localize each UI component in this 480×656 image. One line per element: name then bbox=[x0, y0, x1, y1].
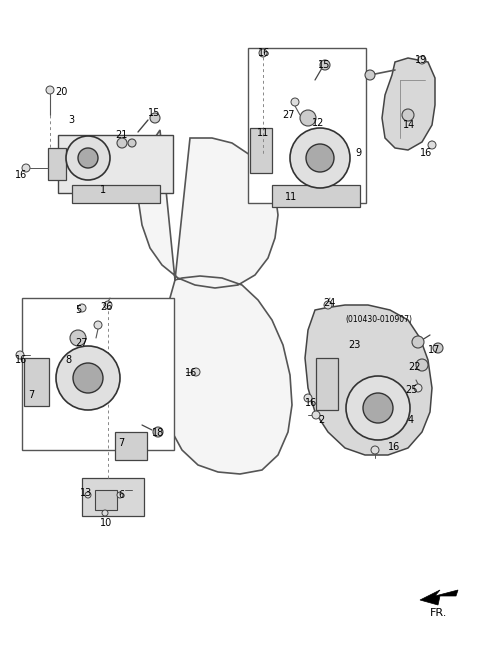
Circle shape bbox=[363, 393, 393, 423]
Text: (010430-010907): (010430-010907) bbox=[345, 315, 412, 324]
Text: 3: 3 bbox=[68, 115, 74, 125]
Text: 17: 17 bbox=[428, 345, 440, 355]
Text: 11: 11 bbox=[285, 192, 297, 202]
Text: FR.: FR. bbox=[430, 608, 447, 618]
Text: 16: 16 bbox=[388, 442, 400, 452]
Text: 13: 13 bbox=[80, 488, 92, 498]
Circle shape bbox=[22, 164, 30, 172]
Bar bbox=[82, 478, 144, 516]
Circle shape bbox=[346, 376, 410, 440]
Bar bbox=[72, 185, 160, 203]
Circle shape bbox=[78, 304, 86, 312]
Text: 16: 16 bbox=[420, 148, 432, 158]
Circle shape bbox=[73, 363, 103, 393]
Circle shape bbox=[324, 301, 332, 309]
Circle shape bbox=[412, 336, 424, 348]
Circle shape bbox=[104, 301, 112, 309]
Text: 7: 7 bbox=[28, 390, 34, 400]
Bar bbox=[316, 358, 338, 410]
Text: 16: 16 bbox=[258, 48, 270, 58]
Text: 5: 5 bbox=[75, 305, 81, 315]
Circle shape bbox=[300, 110, 316, 126]
Text: 16: 16 bbox=[185, 368, 197, 378]
Bar bbox=[95, 490, 117, 510]
Text: 27: 27 bbox=[75, 338, 87, 348]
Text: 20: 20 bbox=[55, 87, 67, 97]
Text: 18: 18 bbox=[152, 428, 164, 438]
Circle shape bbox=[85, 492, 91, 498]
Text: 25: 25 bbox=[405, 385, 418, 395]
Circle shape bbox=[306, 144, 334, 172]
Circle shape bbox=[418, 56, 426, 64]
Bar bbox=[58, 135, 173, 193]
Text: 8: 8 bbox=[65, 355, 71, 365]
Circle shape bbox=[70, 330, 86, 346]
Text: 15: 15 bbox=[148, 108, 160, 118]
Polygon shape bbox=[420, 590, 458, 605]
Bar bbox=[48, 148, 66, 180]
Text: 24: 24 bbox=[323, 298, 336, 308]
Circle shape bbox=[259, 49, 267, 57]
Text: 10: 10 bbox=[100, 518, 112, 528]
Text: 27: 27 bbox=[282, 110, 295, 120]
Bar bbox=[250, 128, 272, 173]
Polygon shape bbox=[305, 305, 432, 455]
Circle shape bbox=[320, 60, 330, 70]
Circle shape bbox=[117, 138, 127, 148]
Circle shape bbox=[56, 346, 120, 410]
Bar bbox=[22, 298, 174, 450]
Circle shape bbox=[16, 351, 24, 359]
Circle shape bbox=[290, 128, 350, 188]
Text: 11: 11 bbox=[257, 128, 269, 138]
Circle shape bbox=[46, 86, 54, 94]
Text: 7: 7 bbox=[118, 438, 124, 448]
Text: 21: 21 bbox=[115, 130, 127, 140]
Text: 15: 15 bbox=[318, 60, 330, 70]
Polygon shape bbox=[382, 58, 435, 150]
Circle shape bbox=[117, 492, 123, 498]
Text: 12: 12 bbox=[312, 118, 324, 128]
Text: 16: 16 bbox=[15, 170, 27, 180]
Text: 23: 23 bbox=[348, 340, 360, 350]
Circle shape bbox=[291, 98, 299, 106]
Circle shape bbox=[433, 343, 443, 353]
Circle shape bbox=[128, 139, 136, 147]
Text: 16: 16 bbox=[305, 398, 317, 408]
Circle shape bbox=[78, 148, 98, 168]
Text: 14: 14 bbox=[403, 120, 415, 130]
Text: 22: 22 bbox=[408, 362, 420, 372]
Text: 1: 1 bbox=[100, 185, 106, 195]
Bar bbox=[272, 185, 360, 207]
Circle shape bbox=[192, 368, 200, 376]
Text: 26: 26 bbox=[100, 302, 112, 312]
Circle shape bbox=[304, 394, 312, 402]
Circle shape bbox=[428, 141, 436, 149]
Circle shape bbox=[402, 109, 414, 121]
Polygon shape bbox=[138, 130, 292, 474]
Text: 16: 16 bbox=[15, 355, 27, 365]
Text: 9: 9 bbox=[355, 148, 361, 158]
Text: 6: 6 bbox=[118, 490, 124, 500]
Circle shape bbox=[153, 427, 163, 437]
Circle shape bbox=[416, 359, 428, 371]
Circle shape bbox=[371, 446, 379, 454]
Bar bbox=[24, 358, 49, 406]
Text: 4: 4 bbox=[408, 415, 414, 425]
Circle shape bbox=[150, 113, 160, 123]
Bar bbox=[115, 432, 147, 460]
Circle shape bbox=[94, 321, 102, 329]
Text: 19: 19 bbox=[415, 55, 427, 65]
Circle shape bbox=[66, 136, 110, 180]
Circle shape bbox=[102, 510, 108, 516]
Text: 2: 2 bbox=[318, 415, 324, 425]
Circle shape bbox=[365, 70, 375, 80]
Circle shape bbox=[312, 411, 320, 419]
Circle shape bbox=[414, 384, 422, 392]
Bar bbox=[248, 48, 366, 203]
